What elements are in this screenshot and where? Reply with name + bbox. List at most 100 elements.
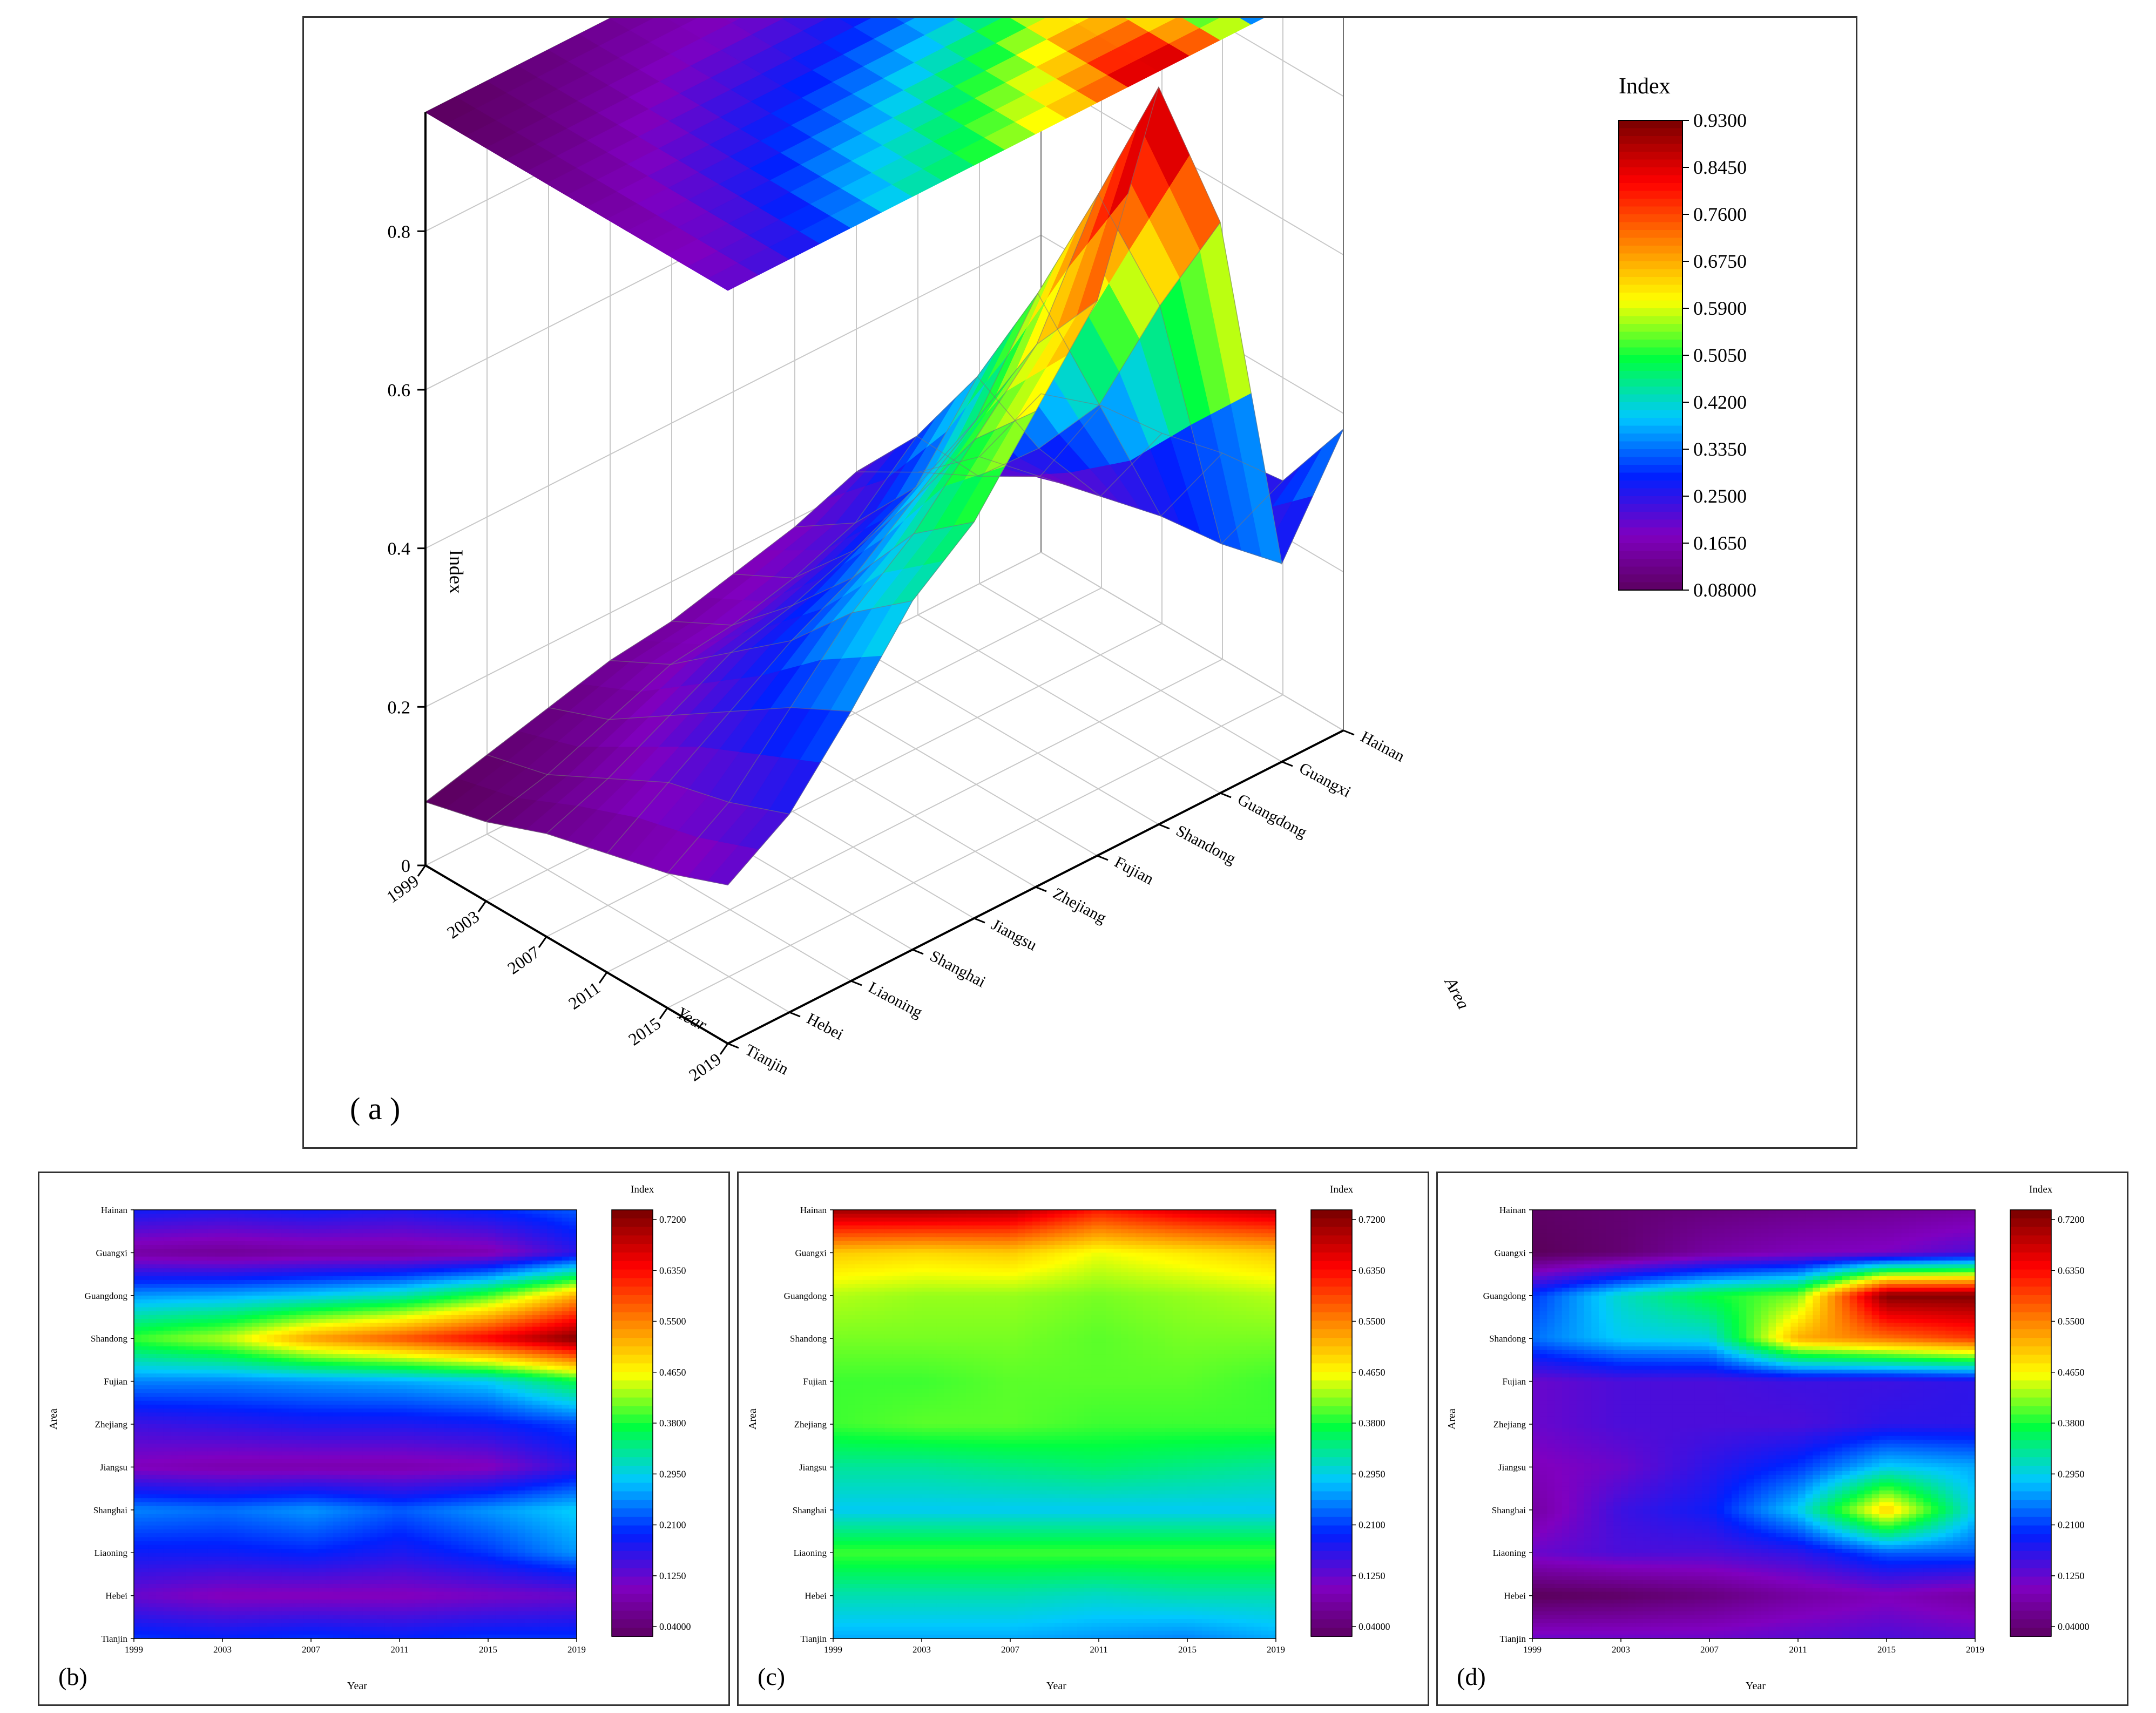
heatmap-cell [259,1229,267,1234]
heatmap-cell [392,1420,400,1425]
heatmap-cell [340,1424,348,1428]
heatmap-cell [200,1365,208,1370]
heatmap-cell [370,1506,378,1511]
heatmap-cell [392,1521,400,1526]
heatmap-cell [281,1467,289,1472]
heatmap-cell [200,1307,208,1312]
heatmap-cell [237,1326,245,1331]
heatmap-cell [178,1217,186,1222]
heatmap-cell [178,1397,186,1401]
heatmap-cell [171,1588,179,1592]
heatmap-cell [392,1498,400,1502]
heatmap-cell [185,1553,193,1558]
heatmap-cell [237,1217,245,1222]
heatmap-cell [215,1272,223,1277]
heatmap-cell [185,1221,193,1226]
heatmap-cell [134,1592,142,1596]
heatmap-cell [340,1381,348,1386]
heatmap-cell [400,1548,408,1553]
heatmap-cell [333,1358,341,1363]
heatmap-cell [289,1279,297,1284]
heatmap-cell [148,1459,157,1464]
heatmap-cell [163,1365,171,1370]
heatmap-cell [156,1630,164,1635]
colorbar-segment [1619,496,1682,505]
heatmap-cell [296,1463,304,1467]
heatmap-cell [200,1350,208,1355]
heatmap-cell [134,1264,142,1269]
heatmap-cell [163,1467,171,1472]
heatmap-cell [326,1595,334,1600]
heatmap-cell [222,1576,231,1581]
heatmap-cell [303,1548,312,1553]
heatmap-cell [333,1521,341,1526]
heatmap-cell [163,1623,171,1627]
heatmap-cell [267,1315,275,1319]
heatmap-cell [311,1518,319,1522]
heatmap-cell [340,1548,348,1553]
heatmap-cell [178,1556,186,1561]
heatmap-cell [163,1229,171,1234]
heatmap-cell [229,1241,238,1245]
heatmap-cell [252,1619,260,1623]
heatmap-cell [215,1217,223,1222]
heatmap-cell [296,1432,304,1437]
heatmap-cell [245,1509,253,1514]
heatmap-cell [185,1311,193,1316]
heatmap-cell [207,1521,215,1526]
heatmap-cell [163,1490,171,1495]
heatmap-cell [267,1525,275,1530]
heatmap-cell [237,1451,245,1456]
heatmap-cell [148,1299,157,1304]
heatmap-cell [229,1627,238,1631]
heatmap-cell [318,1342,326,1347]
heatmap-cell [193,1463,201,1467]
heatmap-cell [185,1400,193,1405]
heatmap-cell [267,1607,275,1612]
heatmap-cell [148,1237,157,1242]
heatmap-cell [289,1264,297,1269]
heatmap-cell [215,1556,223,1561]
colorbar-segment [1619,230,1682,239]
heatmap-cell [259,1482,267,1487]
heatmap-cell [259,1412,267,1417]
heatmap-cell [392,1346,400,1351]
heatmap-cell [340,1244,348,1249]
heatmap-cell [348,1409,356,1413]
heatmap-cell [318,1432,326,1437]
heatmap-cell [259,1623,267,1627]
heatmap-cell [134,1502,142,1507]
heatmap-cell [156,1623,164,1627]
heatmap-cell [407,1599,415,1604]
heatmap-cell [311,1342,319,1347]
heatmap-cell [318,1210,326,1214]
year-tick [659,1007,668,1019]
heatmap-cell [384,1533,393,1538]
heatmap-cell [134,1373,142,1378]
heatmap-cell [259,1424,267,1428]
heatmap-cell [215,1377,223,1382]
heatmap-cell [311,1330,319,1335]
heatmap-cell [252,1217,260,1222]
heatmap-cell [222,1373,231,1378]
heatmap-cell [245,1264,253,1269]
heatmap-cell [163,1350,171,1355]
heatmap-cell [362,1451,370,1456]
colorbar-segment [1619,371,1682,380]
heatmap-cell [148,1350,157,1355]
heatmap-cell [289,1545,297,1549]
heatmap-cell [340,1233,348,1238]
heatmap-cell [377,1276,386,1281]
heatmap-cell [171,1272,179,1277]
heatmap-cell [362,1420,370,1425]
heatmap-cell [348,1474,356,1479]
heatmap-cell [245,1595,253,1600]
heatmap-cell [171,1592,179,1596]
heatmap-cell [362,1545,370,1549]
heatmap-cell [178,1432,186,1437]
heatmap-cell [207,1233,215,1238]
heatmap-cell [333,1334,341,1339]
heatmap-cell [148,1381,157,1386]
heatmap-cell [259,1615,267,1620]
heatmap-cell [377,1400,386,1405]
